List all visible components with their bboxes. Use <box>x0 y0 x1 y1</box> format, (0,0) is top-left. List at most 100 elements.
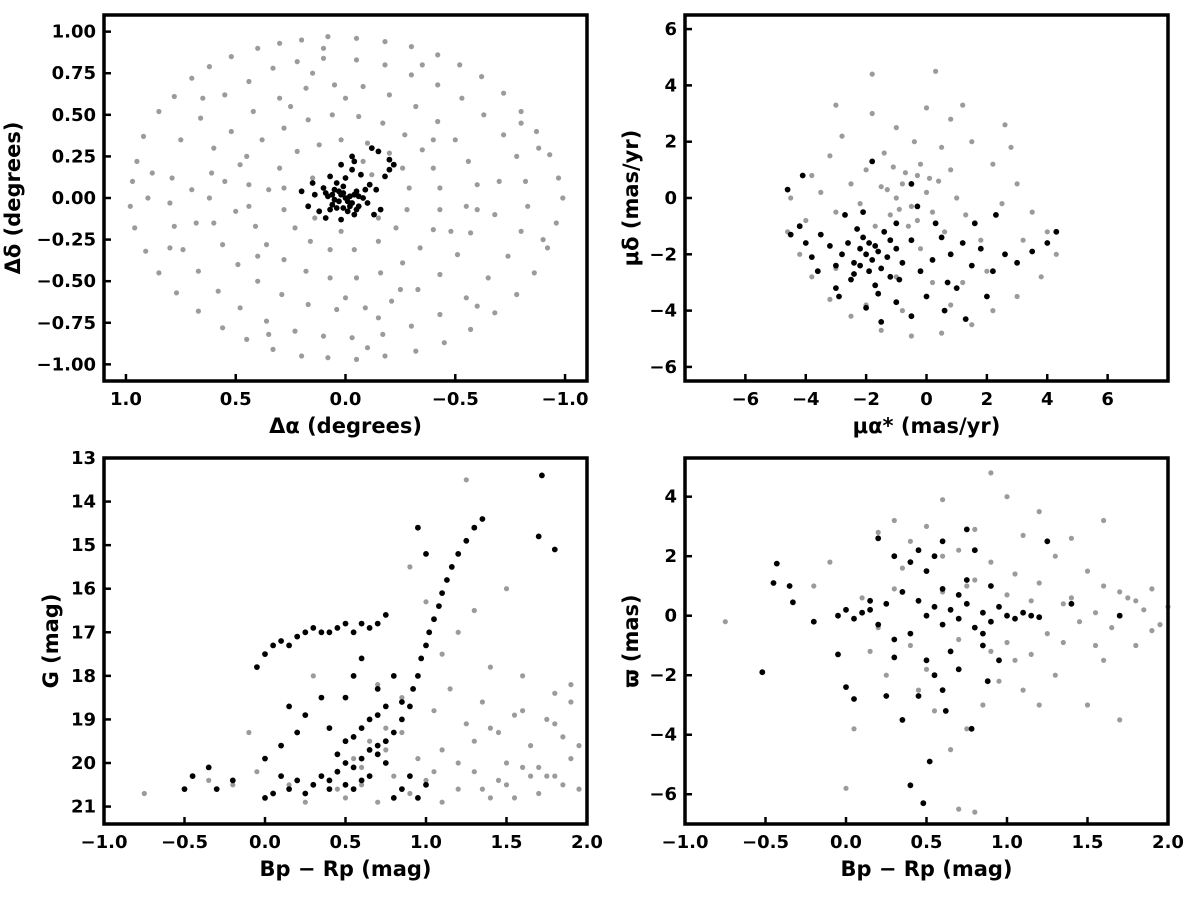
parallax-field-point <box>851 726 857 732</box>
cmd-field-point <box>254 769 260 775</box>
cmd-field-point <box>479 699 485 705</box>
sky-member-point <box>320 185 327 191</box>
cmd-ytick-label: 21 <box>71 797 96 818</box>
parallax-member-point <box>790 599 796 606</box>
proper-motion-member-point <box>851 259 857 266</box>
cmd-member-point <box>286 703 292 710</box>
proper-motion-field-point <box>911 139 918 145</box>
cmd-member-point <box>455 551 462 557</box>
cmd-field-point <box>206 777 212 784</box>
proper-motion-field-point <box>1038 274 1044 280</box>
parallax-member-point <box>915 693 922 699</box>
parallax-field-point <box>1117 589 1123 595</box>
sky-field-point <box>294 59 300 65</box>
proper-motion-xtick-label: 0 <box>920 389 933 410</box>
cmd-member-point <box>390 673 397 679</box>
proper-motion-member-point <box>929 257 936 263</box>
cmd-member-point <box>270 790 276 797</box>
sky-field-point <box>320 55 327 61</box>
parallax-member-point <box>923 568 930 574</box>
proper-motion-member-point <box>875 290 882 297</box>
cmd-field-point <box>503 586 510 592</box>
proper-motion-field-point <box>905 223 912 229</box>
cmd-member-point <box>399 699 405 705</box>
proper-motion-member-point <box>836 293 842 300</box>
parallax-field-point <box>1125 595 1131 601</box>
sky-member-point <box>298 188 305 195</box>
cmd-member-point <box>399 716 405 723</box>
proper-motion-member-point <box>860 234 866 241</box>
cmd-xtick-label: 1.0 <box>410 832 442 853</box>
cmd-member-point <box>350 786 357 792</box>
sky-member-point <box>377 206 384 213</box>
sky-field-point <box>255 278 261 284</box>
sky-field-point <box>171 93 177 100</box>
sky-field-point <box>200 95 206 101</box>
cmd-field-point <box>463 721 469 727</box>
parallax-field-point <box>972 809 978 815</box>
parallax-member-point <box>1044 538 1051 545</box>
parallax-member-point <box>1004 612 1010 619</box>
sky-field-point <box>353 275 360 281</box>
sky-member-point <box>333 205 340 211</box>
parallax-points <box>722 470 1171 815</box>
proper-motion-field-point <box>948 167 954 173</box>
sky-member-point <box>311 191 318 198</box>
cmd-field-point <box>439 651 445 657</box>
sky-field-point <box>198 115 204 121</box>
parallax-field-point <box>907 538 914 544</box>
parallax-field-point <box>1084 702 1091 708</box>
cmd-member-point <box>205 764 212 771</box>
parallax-member-point <box>835 612 841 619</box>
cmd-member-point <box>350 764 357 771</box>
cmd-ytick-label: 16 <box>71 579 96 600</box>
proper-motion-field-point <box>899 308 906 314</box>
sky-field-point <box>496 178 502 184</box>
parallax-member-point <box>891 553 898 560</box>
sky-member-point <box>305 203 312 210</box>
proper-motion-field-point <box>878 184 884 190</box>
cmd-ytick-label: 15 <box>71 535 96 556</box>
sky-field-point <box>270 65 276 71</box>
sky-field-point <box>209 170 215 176</box>
sky-ytick-label: 0.50 <box>52 105 96 126</box>
proper-motion-field-point <box>1008 144 1014 150</box>
proper-motion-field-point <box>809 274 815 280</box>
cmd-member-point <box>350 673 357 679</box>
sky-field-point <box>375 315 381 321</box>
sky-member-point <box>344 198 351 205</box>
proper-motion-member-point <box>887 237 894 244</box>
sky-field-point <box>514 291 520 298</box>
parallax-member-point <box>867 597 873 604</box>
sky-field-point <box>299 353 305 359</box>
panel-parallax: −1.0 −0.5 0.0 0.5 1.0 1.5 2.0 4 2 0 −2 −4 −6 Bp − Rp… <box>619 456 1184 881</box>
cmd-ytick-label: 19 <box>71 709 96 730</box>
sky-field-point <box>303 268 309 274</box>
proper-motion-member-point <box>959 240 966 246</box>
proper-motion-field-point <box>833 209 839 215</box>
sky-field-point <box>189 187 195 193</box>
sky-field-point <box>415 286 421 293</box>
cmd-field-point <box>487 664 493 670</box>
proper-motion-field-point <box>872 223 878 229</box>
parallax-field-point <box>1076 619 1083 625</box>
sky-member-point <box>336 188 342 195</box>
proper-motion-member-point <box>787 231 794 238</box>
proper-motion-ticks: −6 −4 −2 0 2 4 6 6 4 2 0 −2 −4 −6 <box>649 19 1114 410</box>
proper-motion-member-point <box>977 245 984 252</box>
sky-field-point <box>127 203 133 209</box>
sky-ytick-label: −1.00 <box>37 354 97 375</box>
cmd-member-point <box>310 781 317 788</box>
sky-field-point <box>408 323 414 329</box>
sky-field-point <box>435 82 441 88</box>
proper-motion-field-point <box>963 212 969 218</box>
sky-field-point <box>474 182 480 188</box>
parallax-field-point <box>1109 625 1115 631</box>
parallax-member-point <box>963 600 970 607</box>
proper-motion-member-point <box>817 231 824 238</box>
proper-motion-member-point <box>990 268 996 275</box>
cmd-member-point <box>294 729 301 736</box>
sky-member-point <box>368 145 375 152</box>
parallax-field-point <box>1117 717 1123 723</box>
